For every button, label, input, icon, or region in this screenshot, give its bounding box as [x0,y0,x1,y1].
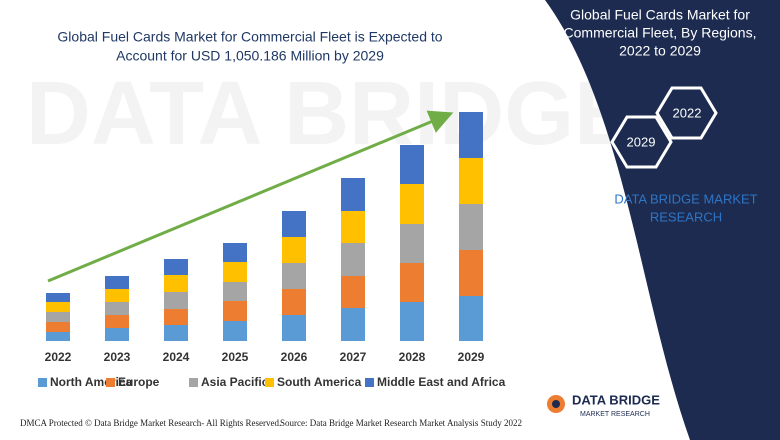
bar-segment [459,250,483,296]
legend-swatch [265,378,274,387]
legend-swatch [365,378,374,387]
x-tick-label: 2024 [163,350,190,364]
bar-segment [223,301,247,321]
badge: 2022 [673,105,702,120]
bar-segment [341,308,365,341]
bar-segment [164,275,188,292]
brand: RESEARCH [650,209,722,224]
bar-segment [282,289,306,315]
bar-segment [223,262,247,282]
bar-segment [341,211,365,243]
chart-title: Global Fuel Cards Market for Commercial … [57,29,442,45]
x-tick-label: 2023 [104,350,131,364]
trend-arrow [47,110,454,283]
x-tick-label: 2028 [399,350,426,364]
bar-segment [282,263,306,289]
legend-label: South America [277,375,362,389]
bar-segment [105,289,129,302]
watermark: DATA BRIDGE [26,64,634,164]
hexagon [655,86,718,140]
logo-icon [552,400,560,408]
bar-segment [400,224,424,263]
bar-segment [282,315,306,341]
bar-segment [459,112,483,158]
hexagon [610,115,673,169]
bar-segment [341,178,365,211]
panel-title: 2022 to 2029 [619,43,701,59]
bar-segment [223,243,247,262]
badge: 2029 [627,134,656,149]
panel-title: Global Fuel Cards Market for [570,7,750,23]
x-tick-label: 2029 [458,350,485,364]
bar-segment [164,309,188,325]
bar-segment [341,276,365,308]
logo-name: DATA BRIDGE [572,392,660,407]
bar-segment [400,302,424,341]
legend-swatch [189,378,198,387]
bar-segment [282,211,306,237]
bar-segment [459,296,483,341]
footer-text: Source: Data Bridge Market Research Mark… [280,418,522,428]
x-tick-label: 2025 [222,350,249,364]
x-tick-label: 2022 [45,350,72,364]
bar-segment [459,204,483,250]
bar-segment [164,292,188,309]
panel-title: Commercial Fleet, By Regions, [564,25,757,41]
bar-segment [105,328,129,341]
brand: DATA BRIDGE MARKET [614,191,757,206]
legend-swatch [38,378,47,387]
bar-segment [341,243,365,276]
side-panel [545,0,780,440]
x-tick-label: 2027 [340,350,367,364]
footer-text: DMCA Protected © Data Bridge Market Rese… [20,418,281,428]
legend-label: Europe [118,375,160,389]
bar-segment [46,302,70,312]
bar-segment [400,184,424,224]
x-tick-label: 2026 [281,350,308,364]
bar-segment [105,302,129,315]
chart-title: Account for USD 1,050.186 Million by 202… [116,48,384,64]
logo-tagline: MARKET RESEARCH [580,411,650,418]
bar-segment [459,158,483,204]
bar-segment [164,259,188,275]
bar-segment [223,282,247,301]
bar-segment [164,325,188,341]
bar-segment [105,315,129,328]
bar-segment [46,332,70,341]
bar-segment [46,293,70,302]
bar-segment [400,263,424,302]
legend-swatch [106,378,115,387]
legend-label: Middle East and Africa [377,375,506,389]
bar-segment [46,322,70,332]
bar-segment [46,312,70,322]
bar-segment [400,145,424,184]
bar-segment [105,276,129,289]
bar-segment [223,321,247,341]
legend-label: Asia Pacific [201,375,269,389]
bar-segment [282,237,306,263]
